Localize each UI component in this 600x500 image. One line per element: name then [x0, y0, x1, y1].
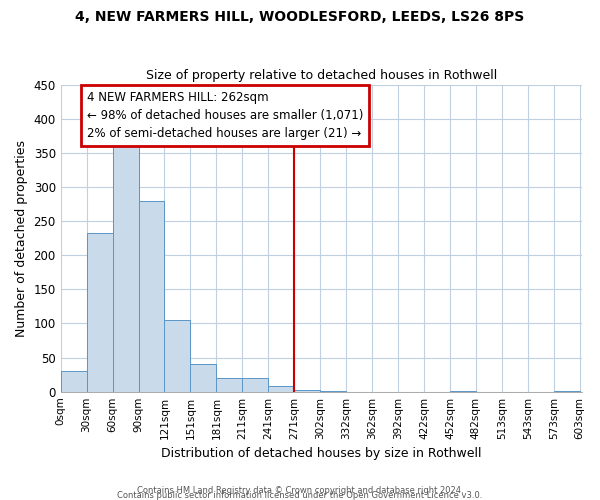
Bar: [139, 200, 164, 392]
Y-axis label: Number of detached properties: Number of detached properties: [15, 140, 28, 336]
Text: 4 NEW FARMERS HILL: 262sqm
← 98% of detached houses are smaller (1,071)
2% of se: 4 NEW FARMERS HILL: 262sqm ← 98% of deta…: [86, 92, 363, 140]
Bar: [164, 320, 190, 392]
Bar: [554, 391, 580, 392]
X-axis label: Distribution of detached houses by size in Rothwell: Distribution of detached houses by size …: [161, 447, 482, 460]
Bar: [320, 391, 346, 392]
Bar: [86, 232, 113, 392]
Bar: [113, 146, 139, 392]
Title: Size of property relative to detached houses in Rothwell: Size of property relative to detached ho…: [146, 69, 497, 82]
Bar: [268, 386, 294, 392]
Bar: [190, 364, 217, 392]
Bar: [450, 391, 476, 392]
Text: Contains public sector information licensed under the Open Government Licence v3: Contains public sector information licen…: [118, 491, 482, 500]
Bar: [217, 378, 242, 392]
Bar: [61, 371, 86, 392]
Text: 4, NEW FARMERS HILL, WOODLESFORD, LEEDS, LS26 8PS: 4, NEW FARMERS HILL, WOODLESFORD, LEEDS,…: [76, 10, 524, 24]
Bar: [294, 390, 320, 392]
Text: Contains HM Land Registry data © Crown copyright and database right 2024.: Contains HM Land Registry data © Crown c…: [137, 486, 463, 495]
Bar: [242, 378, 268, 392]
